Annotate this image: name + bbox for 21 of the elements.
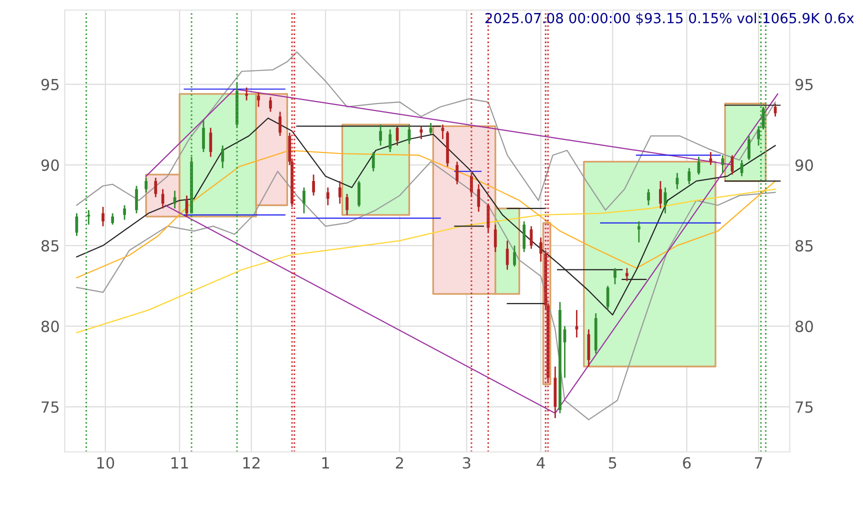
x-tick-label: 1 (322, 457, 329, 468)
x-tick-label: 4 (536, 457, 545, 468)
x-tick-label: 6 (682, 457, 691, 469)
x-tick-label: 2 (396, 457, 403, 468)
x-tick-label: 5 (608, 457, 616, 469)
y-tick-label: 95 (41, 78, 59, 90)
x-tick-label: 7 (754, 457, 762, 468)
y2-tick-label: 80 (796, 320, 813, 332)
y2-tick-label: 95 (795, 78, 813, 90)
y-tick-label: 80 (41, 320, 59, 332)
x-tick-label: 12 (243, 457, 260, 468)
y2-tick-label: 85 (796, 240, 813, 252)
y-tick-label: 90 (41, 159, 59, 171)
y-tick-label: 75 (42, 401, 59, 413)
x-tick-label: 11 (172, 457, 188, 468)
y-tick-label: 85 (41, 240, 59, 252)
chart-title: 2025.07.08 00:00:00 $93.15 0.15% vol:1065.9K 0.6x (485, 12, 854, 26)
x-tick-label: 3 (462, 457, 470, 469)
x-tick-label: 10 (97, 457, 114, 469)
y2-tick-label: 90 (795, 159, 813, 171)
y2-tick-label: 75 (796, 401, 813, 413)
